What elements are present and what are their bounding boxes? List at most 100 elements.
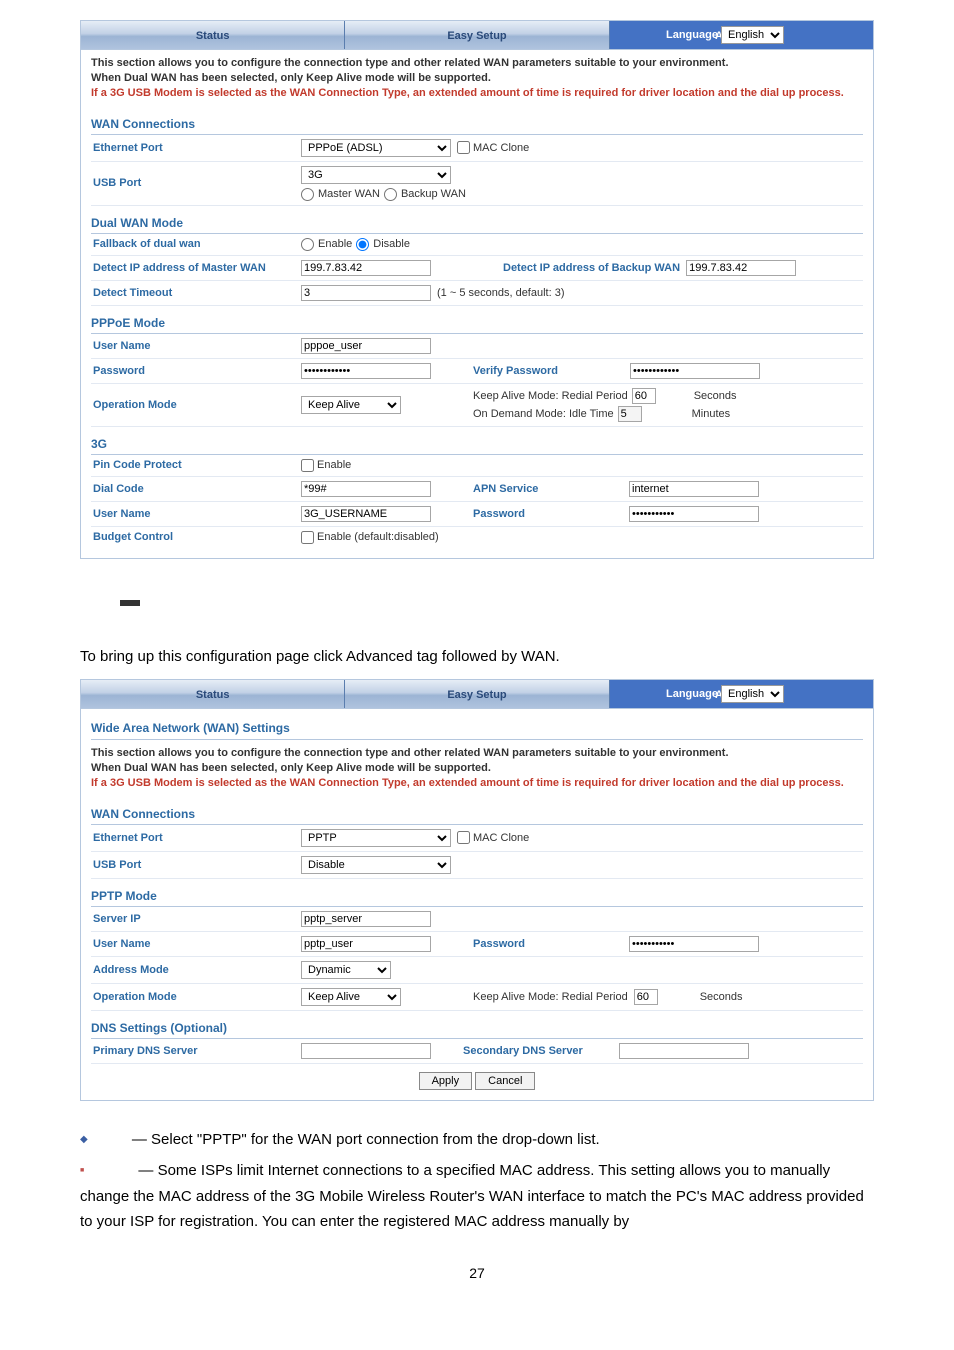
label-pppoe-vpass: Verify Password [473,365,558,377]
pin-enable-label: Enable [317,459,351,471]
backup-wan-radio[interactable] [384,188,397,201]
language-selector-2: Language English [666,685,784,703]
primary-dns-input[interactable] [301,1043,431,1059]
intro2-line-1: This section allows you to configure the… [91,746,863,761]
section-wan-connections: WAN Connections [91,111,863,135]
label-detect-backup: Detect IP address of Backup WAN [503,262,680,274]
dial-input[interactable] [301,481,431,497]
3g-user-input[interactable] [301,506,431,522]
narrative-pptp: ◆ — Select "PPTP" for the WAN port conne… [80,1127,874,1153]
pppoe-pass-input[interactable] [301,363,431,379]
usb-port-select-2[interactable]: Disable [301,856,451,874]
page-number: 27 [0,1265,954,1281]
label-usb-port-2: USB Port [91,859,301,871]
label-ethernet-port: Ethernet Port [91,142,301,154]
intro-line-3: If a 3G USB Modem is selected as the WAN… [91,86,863,101]
label-redial-2: Keep Alive Mode: Redial Period [473,991,628,1003]
intro2-line-3: If a 3G USB Modem is selected as the WAN… [91,776,863,791]
section-pppoe: PPPoE Mode [91,310,863,334]
budget-enable-wrap[interactable]: Enable (default:disabled) [301,531,439,544]
language-selector: Language English [666,26,784,44]
label-budget: Budget Control [91,531,301,543]
mac-clone-checkbox[interactable] [457,141,470,154]
label-secondary-dns: Secondary DNS Server [463,1045,613,1057]
label-opmode: Operation Mode [91,399,301,411]
fallback-enable-label: Enable [318,238,352,250]
detect-timeout-input[interactable] [301,285,431,301]
label-redial: Keep Alive Mode: Redial Period [473,390,628,402]
usb-port-select[interactable]: 3G [301,166,451,184]
secondary-dns-input[interactable] [619,1043,749,1059]
narrative-mac: ■ — Some ISPs limit Internet connections… [80,1158,874,1235]
label-usb-port: USB Port [91,177,301,189]
server-ip-input[interactable] [301,911,431,927]
pppoe-vpass-input[interactable] [630,363,760,379]
section-pptp: PPTP Mode [91,883,863,907]
mac-clone-checkbox-wrap[interactable]: MAC Clone [457,141,529,154]
cancel-button[interactable]: Cancel [475,1072,535,1090]
label-detect-master: Detect IP address of Master WAN [91,262,301,274]
idle-input [618,406,642,422]
apply-button[interactable]: Apply [419,1072,473,1090]
label-seconds: Seconds [694,390,737,402]
label-pptp-user: User Name [91,938,301,950]
label-opmode-2: Operation Mode [91,991,301,1003]
label-server-ip: Server IP [91,913,301,925]
tab-status-2[interactable]: Status [81,680,345,708]
mac-clone-wrap-2[interactable]: MAC Clone [457,831,529,844]
master-wan-label: Master WAN [318,188,380,200]
fallback-enable-radio[interactable] [301,238,314,251]
redial-input-2[interactable] [634,989,658,1005]
language-label-2: Language [666,688,718,700]
ethernet-port-select-2[interactable]: PPTP [301,829,451,847]
language-select[interactable]: English [721,26,784,44]
budget-enable-checkbox[interactable] [301,531,314,544]
opmode-select-2[interactable]: Keep Alive [301,988,401,1006]
pin-enable-wrap[interactable]: Enable [301,459,351,472]
intro2-line-2: When Dual WAN has been selected, only Ke… [91,761,863,776]
apn-input[interactable] [629,481,759,497]
ethernet-port-select[interactable]: PPPoE (ADSL) [301,139,451,157]
language-select-2[interactable]: English [721,685,784,703]
narrative-intro: To bring up this configuration page clic… [80,644,874,670]
pppoe-user-input[interactable] [301,338,431,354]
pptp-user-input[interactable] [301,936,431,952]
intro-text: This section allows you to configure the… [91,56,863,101]
tab-easy-setup-2[interactable]: Easy Setup [345,680,609,708]
label-pin: Pin Code Protect [91,459,301,471]
tab-easy-setup[interactable]: Easy Setup [345,21,609,49]
address-mode-select[interactable]: Dynamic [301,961,391,979]
opmode-select[interactable]: Keep Alive [301,396,401,414]
label-seconds-2: Seconds [700,991,743,1003]
detect-timeout-hint: (1 ~ 5 seconds, default: 3) [437,287,565,299]
label-fallback: Fallback of dual wan [91,238,301,250]
bullet-diamond-icon: ◆ [80,1134,88,1145]
redial-input[interactable] [632,388,656,404]
detect-backup-input[interactable] [686,260,796,276]
intro-line-1: This section allows you to configure the… [91,56,863,71]
budget-enable-label: Enable (default:disabled) [317,531,439,543]
intro-text-2: This section allows you to configure the… [91,746,863,791]
fallback-disable-label: Disable [373,238,410,250]
pptp-pass-input[interactable] [629,936,759,952]
label-idle: On Demand Mode: Idle Time [473,408,614,420]
label-apn: APN Service [473,483,623,495]
pin-enable-checkbox[interactable] [301,459,314,472]
label-detect-timeout: Detect Timeout [91,287,301,299]
label-3g-user: User Name [91,508,301,520]
fallback-disable-radio[interactable] [356,238,369,251]
label-primary-dns: Primary DNS Server [91,1045,301,1057]
panel-1: This section allows you to configure the… [80,50,874,559]
section-dns: DNS Settings (Optional) [91,1015,863,1039]
tab-status[interactable]: Status [81,21,345,49]
language-label: Language [666,29,718,41]
3g-pass-input[interactable] [629,506,759,522]
master-wan-radio[interactable] [301,188,314,201]
section-wan-settings: Wide Area Network (WAN) Settings [91,715,863,740]
bullet-dot-icon: ■ [80,1167,84,1174]
arrow-glyph: ▬ [120,589,874,612]
mac-clone-checkbox-2[interactable] [457,831,470,844]
section-dual-wan: Dual WAN Mode [91,210,863,234]
detect-master-input[interactable] [301,260,431,276]
intro-line-2: When Dual WAN has been selected, only Ke… [91,71,863,86]
